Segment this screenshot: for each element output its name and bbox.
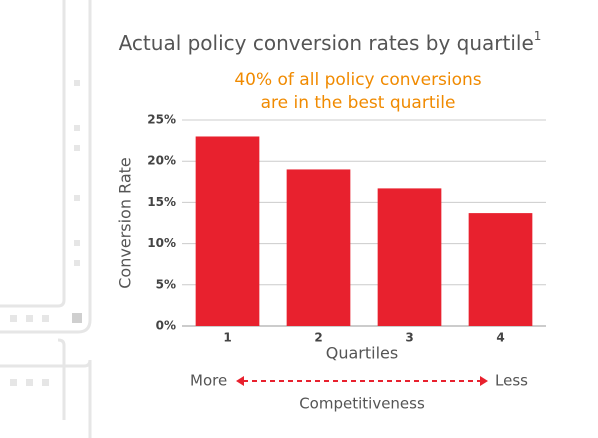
bar [468,213,533,326]
subtitle: 40% of all policy conversions [234,70,481,90]
film-strip-decoration [0,0,92,438]
x-tick-label: 1 [223,331,231,345]
strip-edge [57,338,66,420]
hole [74,240,80,246]
y-tick-label: 25% [147,113,176,127]
arrow-head [480,376,488,386]
hole [74,195,80,201]
y-tick-label: 0% [156,319,176,333]
title-text: Actual policy conversion rates by quarti… [119,31,534,55]
hole [42,379,49,386]
strip-edge [0,359,92,438]
hole [42,315,49,322]
hole [10,379,17,386]
bar [286,169,351,326]
hole [74,125,80,131]
subtitle: are in the best quartile [261,93,456,113]
hole [74,260,80,266]
y-tick-label: 15% [147,195,176,209]
strip-edge [0,0,92,334]
x-tick-label: 2 [314,331,322,345]
bar [195,136,260,326]
y-tick-label: 10% [147,236,176,250]
scale-arrow [236,376,488,386]
hole [26,379,33,386]
y-tick-label: 5% [156,277,176,291]
x-tick-label: 4 [496,331,504,345]
x-tick-label: 3 [405,331,413,345]
title-footnote: 1 [534,29,542,43]
y-axis-label: Conversion Rate [116,157,135,288]
x-axis-label: Quartiles [326,344,398,363]
scale-label: Competitiveness [299,395,425,413]
hole [26,315,33,322]
chart-title: Actual policy conversion rates by quarti… [119,29,542,55]
film-holes [10,80,82,386]
scale-left-label: More [190,372,227,390]
hole [10,315,17,322]
hole [74,80,80,86]
hole [74,145,80,151]
hole [72,313,82,323]
y-tick-label: 20% [147,154,176,168]
strip-edge [0,0,66,308]
scale-right-label: Less [495,372,528,390]
arrow-head [236,376,244,386]
bar [377,188,442,326]
